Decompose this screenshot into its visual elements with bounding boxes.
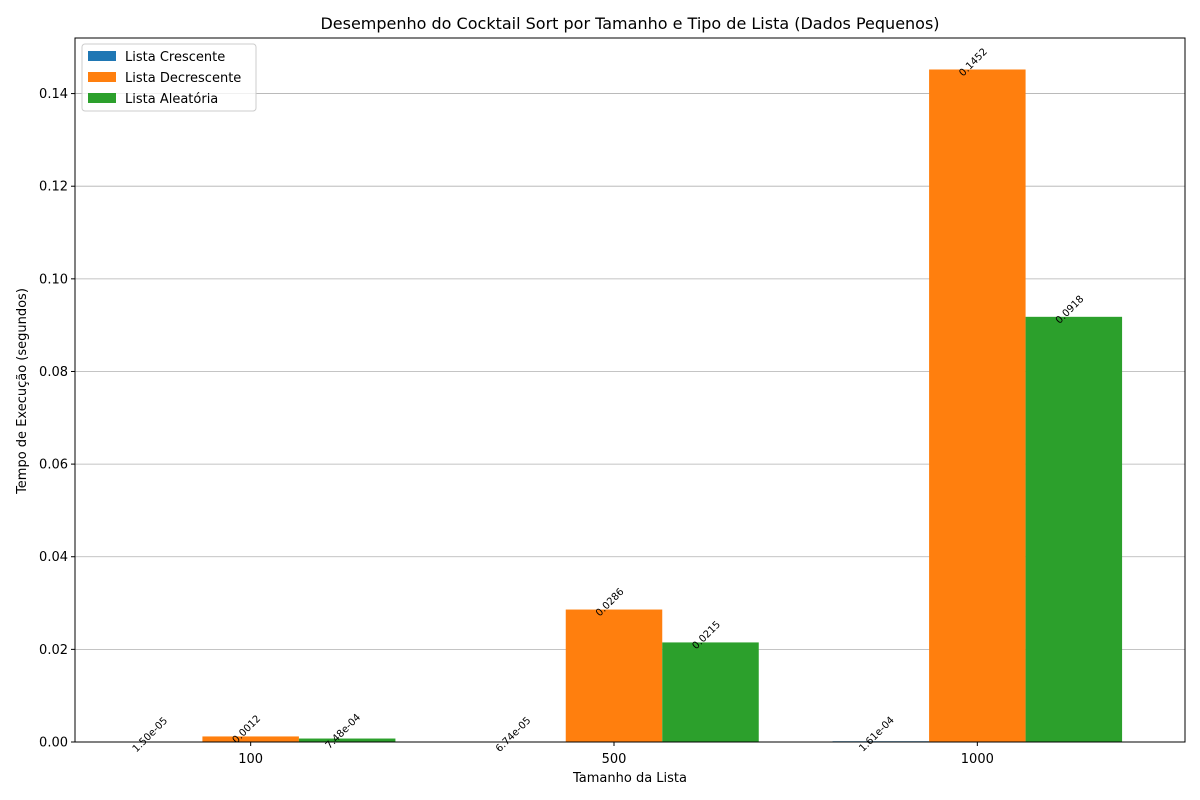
bar: [929, 69, 1026, 742]
bars: [105, 69, 1123, 742]
legend: Lista Crescente Lista Decrescente Lista Al…: [81, 43, 257, 112]
x-axis: 100 500 1000: [238, 742, 994, 767]
bar: [662, 642, 759, 742]
y-tick-label: 0.04: [39, 550, 68, 565]
legend-label: Lista Crescente: [125, 50, 225, 65]
y-tick-label: 0.00: [39, 736, 68, 751]
bar: [1025, 316, 1123, 742]
bar: [565, 609, 663, 742]
gridlines: [75, 93, 1185, 743]
x-tick-label: 1000: [961, 752, 994, 767]
y-axis: 0.00 0.02 0.04 0.06 0.08 0.10 0.12 0.14: [39, 87, 75, 751]
y-tick-label: 0.06: [39, 458, 68, 473]
data-label: 7.48e-04: [324, 712, 363, 751]
legend-label: Lista Decrescente: [125, 71, 241, 86]
legend-label: Lista Aleatória: [125, 92, 218, 107]
x-axis-label: Tamanho da Lista: [572, 771, 687, 786]
y-tick-label: 0.02: [39, 643, 68, 658]
y-tick-label: 0.10: [39, 272, 68, 287]
plot-frame: [74, 37, 1186, 743]
y-tick-label: 0.14: [39, 87, 68, 102]
bar: [298, 738, 396, 742]
y-tick-label: 0.08: [39, 365, 68, 380]
legend-swatch: [88, 51, 116, 61]
y-tick-label: 0.12: [39, 180, 68, 195]
bar: [202, 736, 299, 742]
y-axis-label: Tempo de Execução (segundos): [15, 288, 30, 495]
data-label: 1.61e-04: [857, 715, 896, 754]
chart-title: Desempenho do Cocktail Sort por Tamanho …: [320, 14, 939, 33]
legend-box: [81, 43, 257, 112]
x-tick-label: 500: [602, 752, 627, 767]
x-tick-label: 100: [238, 752, 263, 767]
data-label: 6.74e-05: [494, 715, 533, 754]
data-label: 1.50e-05: [131, 715, 170, 754]
legend-swatch: [88, 93, 116, 103]
legend-swatch: [88, 72, 116, 82]
